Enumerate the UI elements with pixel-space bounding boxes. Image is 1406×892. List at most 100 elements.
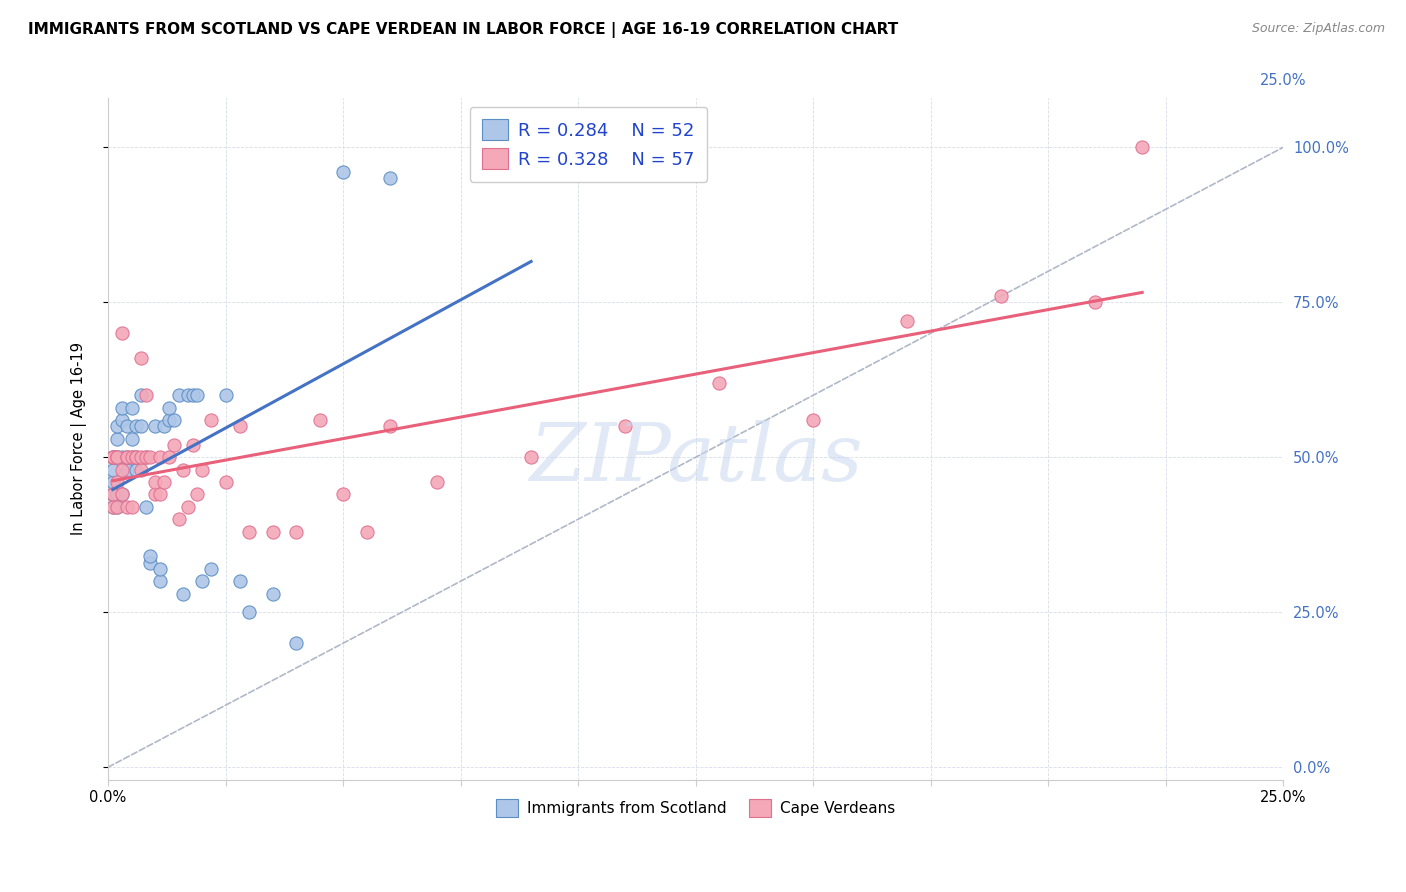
Point [125,419,148,434]
Text: IMMIGRANTS FROM SCOTLAND VS CAPE VERDEAN IN LABOR FORCE | AGE 16-19 CORRELATION : IMMIGRANTS FROM SCOTLAND VS CAPE VERDEAN… [28,22,898,38]
Point [332,165,354,179]
Point [121,450,143,465]
Point [135,450,157,465]
Point [107,500,129,514]
Y-axis label: In Labor Force | Age 16-19: In Labor Force | Age 16-19 [72,343,87,535]
Point [163,413,186,427]
Point [378,419,401,434]
Point [101,450,124,465]
Point [139,556,162,570]
Point [101,487,124,501]
Point [143,419,166,434]
Point [153,419,176,434]
Point [115,463,138,477]
Point [111,401,134,415]
Point [115,500,138,514]
Point [107,450,129,465]
Point [129,463,152,477]
Point [181,438,204,452]
Point [107,500,129,514]
Point [143,475,166,489]
Point [332,487,354,501]
Point [191,574,214,589]
Point [157,450,180,465]
Point [129,388,152,402]
Point [139,549,162,564]
Point [707,376,730,390]
Point [149,487,172,501]
Point [520,140,543,154]
Point [143,487,166,501]
Point [520,450,543,465]
Point [115,450,138,465]
Point [990,289,1012,303]
Point [238,605,260,619]
Point [121,450,143,465]
Point [896,314,918,328]
Point [101,487,124,501]
Point [111,487,134,501]
Point [107,475,129,489]
Point [101,450,124,465]
Point [129,419,152,434]
Point [214,388,236,402]
Point [135,450,157,465]
Point [111,487,134,501]
Point [228,574,250,589]
Point [149,450,172,465]
Point [177,500,200,514]
Legend: Immigrants from Scotland, Cape Verdeans: Immigrants from Scotland, Cape Verdeans [491,793,901,823]
Point [172,587,194,601]
Point [101,450,124,465]
Point [125,450,148,465]
Point [262,587,284,601]
Point [107,432,129,446]
Point [115,450,138,465]
Point [107,450,129,465]
Point [139,450,162,465]
Point [121,432,143,446]
Point [801,413,824,427]
Point [135,388,157,402]
Point [101,487,124,501]
Point [121,401,143,415]
Point [101,450,124,465]
Point [125,450,148,465]
Point [308,413,330,427]
Point [262,524,284,539]
Point [149,574,172,589]
Point [149,562,172,576]
Point [111,326,134,341]
Point [107,419,129,434]
Point [238,524,260,539]
Point [167,388,190,402]
Point [426,475,449,489]
Point [157,413,180,427]
Point [129,450,152,465]
Text: Source: ZipAtlas.com: Source: ZipAtlas.com [1251,22,1385,36]
Point [107,450,129,465]
Point [285,636,308,650]
Point [111,450,134,465]
Point [125,463,148,477]
Point [115,419,138,434]
Point [186,487,208,501]
Point [115,450,138,465]
Point [111,463,134,477]
Point [129,351,152,365]
Point [378,171,401,186]
Point [181,388,204,402]
Point [111,413,134,427]
Point [101,463,124,477]
Point [157,401,180,415]
Point [356,524,378,539]
Point [135,500,157,514]
Point [200,562,222,576]
Point [167,512,190,526]
Point [1130,140,1153,154]
Point [163,438,186,452]
Point [191,463,214,477]
Point [186,388,208,402]
Point [101,475,124,489]
Point [228,419,250,434]
